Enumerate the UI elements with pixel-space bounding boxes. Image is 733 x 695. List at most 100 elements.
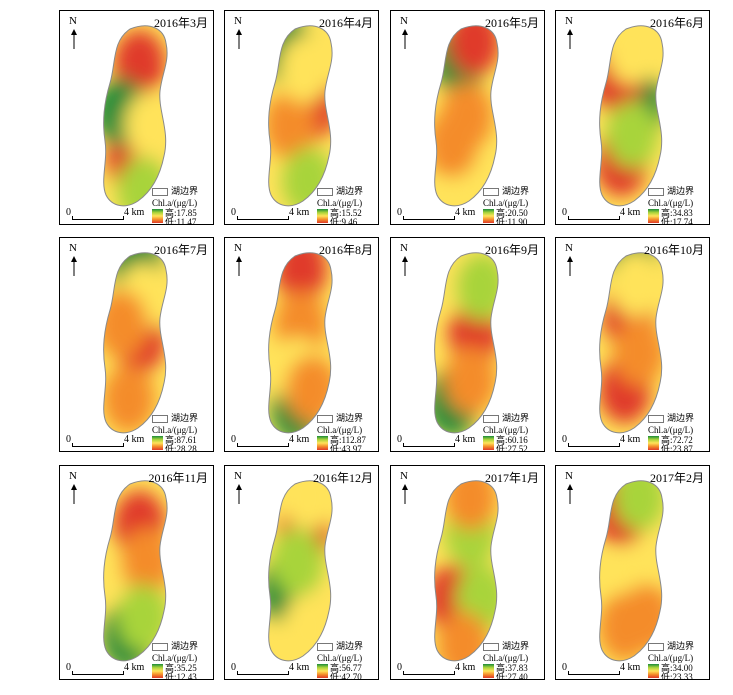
low-value-label: 低:42.70: [330, 672, 362, 680]
lake-map: [599, 25, 664, 207]
low-value-label: 低:28.28: [165, 444, 197, 452]
high-value-label: 高:112.87: [330, 435, 366, 445]
boundary-legend-label: 湖边界: [502, 413, 530, 423]
scale-bar: 0 4 km: [66, 207, 146, 223]
map-panel: 2016年11月 N 0 4 km 湖边界 Chl.a/(μg/L) 高:35.25 低:12…: [59, 465, 214, 680]
unit-label: Chl.a/(μg/L): [483, 425, 529, 435]
scale-bar: 0 4 km: [562, 662, 642, 678]
low-value-label: 低:23.33: [661, 672, 693, 680]
chl-concentration-blob: [609, 252, 662, 318]
map-legend: 湖边界 Chl.a/(μg/L) 高:17.85 低:11.47: [152, 186, 213, 224]
scale-distance-label: 4 km: [289, 434, 310, 445]
scale-distance-label: 4 km: [289, 662, 310, 673]
unit-label: Chl.a/(μg/L): [152, 425, 198, 435]
panel-title: 2016年10月: [643, 243, 704, 257]
color-ramp: [317, 436, 328, 450]
map-legend: 湖边界 Chl.a/(μg/L) 高:37.83 低:27.40: [483, 641, 544, 680]
color-ramp: [483, 209, 494, 223]
map-panel: 2017年1月 N 0 4 km 湖边界 Chl.a/(μg/L) 高:37.83 低:27.…: [390, 465, 545, 680]
lake-map: [434, 25, 499, 207]
scale-zero-label: 0: [397, 434, 402, 445]
color-ramp: [648, 664, 659, 678]
lake-map: [268, 252, 333, 434]
scale-zero-label: 0: [231, 207, 236, 218]
lake-map: [599, 480, 664, 662]
boundary-legend-label: 湖边界: [667, 641, 695, 651]
north-arrow-icon: N: [399, 15, 411, 51]
boundary-swatch: [648, 643, 664, 651]
boundary-legend-label: 湖边界: [667, 186, 695, 196]
scale-line: [237, 671, 289, 675]
chl-concentration-blob: [271, 527, 324, 596]
high-value-label: 高:60.16: [496, 435, 528, 445]
scale-distance-label: 4 km: [620, 662, 641, 673]
color-ramp: [648, 436, 659, 450]
boundary-legend-label: 湖边界: [336, 413, 364, 423]
color-ramp: [152, 436, 163, 450]
low-value-label: 低:23.87: [661, 444, 693, 452]
chl-concentration-blob: [444, 480, 497, 531]
map-panel: 2016年5月 N 0 4 km 湖边界 Chl.a/(μg/L) 高:20.50 低:11.…: [390, 10, 545, 225]
boundary-swatch: [317, 643, 333, 651]
unit-label: Chl.a/(μg/L): [317, 198, 363, 208]
scale-line: [237, 216, 289, 220]
scale-distance-label: 4 km: [455, 662, 476, 673]
boundary-swatch: [483, 415, 499, 423]
low-value-label: 低:9.46: [330, 217, 358, 225]
scale-zero-label: 0: [397, 207, 402, 218]
map-panel: 2016年4月 N 0 4 km 湖边界 Chl.a/(μg/L) 高:15.52 低:9.4…: [224, 10, 379, 225]
lake-boundary: [599, 252, 664, 434]
scale-bar: 0 4 km: [397, 434, 477, 450]
chl-concentration-blob: [124, 91, 168, 160]
scale-distance-label: 4 km: [124, 662, 145, 673]
north-label: N: [234, 15, 242, 27]
lake-boundary: [103, 252, 168, 434]
lake-map: [434, 252, 499, 434]
lake-boundary: [268, 480, 333, 662]
panel-title: 2016年7月: [153, 243, 208, 257]
color-ramp: [152, 664, 163, 678]
map-legend: 湖边界 Chl.a/(μg/L) 高:34.00 低:23.33: [648, 641, 709, 680]
panel-title: 2017年2月: [649, 471, 704, 485]
chl-concentration-blob: [275, 252, 327, 303]
north-arrow-icon: N: [564, 470, 576, 506]
scale-bar: 0 4 km: [562, 434, 642, 450]
chl-concentration-blob: [599, 592, 651, 661]
high-value-label: 高:87.61: [165, 435, 197, 445]
scale-zero-label: 0: [66, 207, 71, 218]
scale-bar: 0 4 km: [562, 207, 642, 223]
boundary-legend-label: 湖边界: [667, 413, 695, 423]
north-arrow-icon: N: [564, 15, 576, 51]
scale-zero-label: 0: [66, 434, 71, 445]
low-value-label: 低:27.52: [496, 444, 528, 452]
scale-line: [568, 216, 620, 220]
map-legend: 湖边界 Chl.a/(μg/L) 高:35.25 低:12.43: [152, 641, 213, 679]
chl-concentration-blob: [117, 156, 168, 206]
low-value-label: 低:17.74: [661, 217, 693, 225]
scale-zero-label: 0: [397, 662, 402, 673]
chl-concentration-blob: [613, 480, 664, 531]
unit-label: Chl.a/(μg/L): [152, 198, 198, 208]
panel-title: 2016年5月: [484, 16, 539, 30]
boundary-swatch: [152, 188, 168, 196]
scale-distance-label: 4 km: [620, 207, 641, 218]
scale-zero-label: 0: [231, 662, 236, 673]
scale-line: [403, 216, 455, 220]
map-panel: 2017年2月 N 0 4 km 湖边界 Chl.a/(μg/L) 高:34.00 低:23.…: [555, 465, 710, 680]
chl-concentration-blob: [437, 611, 490, 661]
lake-boundary: [103, 25, 168, 207]
boundary-legend-label: 湖边界: [336, 186, 364, 196]
lake-boundary: [434, 252, 499, 434]
color-ramp: [317, 664, 328, 678]
boundary-swatch: [152, 643, 168, 651]
chl-concentration-blob: [282, 480, 333, 531]
scale-bar: 0 4 km: [231, 207, 311, 223]
high-value-label: 高:72.72: [661, 435, 693, 445]
boundary-swatch: [317, 415, 333, 423]
scale-bar: 0 4 km: [66, 662, 146, 678]
low-value-label: 低:27.40: [496, 672, 528, 680]
unit-label: Chl.a/(μg/L): [648, 425, 694, 435]
map-panel: 2016年10月 N 0 4 km 湖边界 Chl.a/(μg/L) 高:72.72 低:23…: [555, 237, 710, 452]
unit-label: Chl.a/(μg/L): [152, 653, 198, 663]
